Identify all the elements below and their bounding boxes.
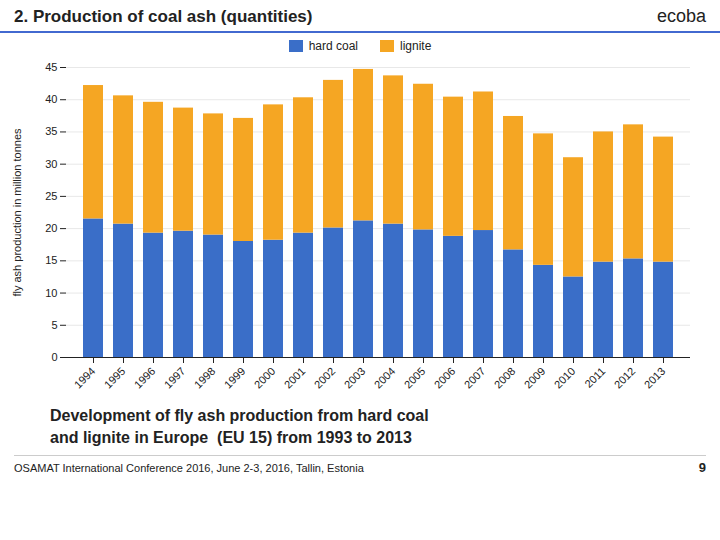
html-text:hard coal: hard coal bbox=[308, 39, 358, 53]
html-text:Development of fly ash product: Development of fly ash production from h… bbox=[50, 407, 429, 424]
html-text:and lignite in Europe (EU 15): and lignite in Europe (EU 15) from 1993 … bbox=[50, 429, 412, 446]
svg-text:45: 45 bbox=[45, 61, 57, 73]
html-text:ecoba: ecoba bbox=[657, 6, 706, 26]
svg-text:5: 5 bbox=[51, 319, 57, 331]
svg-text:1994: 1994 bbox=[72, 365, 98, 391]
html-text:lignite: lignite bbox=[400, 39, 432, 53]
svg-text:2003: 2003 bbox=[342, 365, 368, 391]
svg-text:1998: 1998 bbox=[192, 365, 218, 391]
svg-text:1999: 1999 bbox=[222, 365, 248, 391]
svg-text:2005: 2005 bbox=[402, 365, 428, 391]
html-text:OSAMAT International Conferenc: OSAMAT International Conference 2016, Ju… bbox=[14, 461, 364, 474]
svg-text:10: 10 bbox=[45, 287, 57, 299]
svg-text:20: 20 bbox=[45, 222, 57, 234]
svg-text:2000: 2000 bbox=[252, 365, 278, 391]
svg-text:30: 30 bbox=[45, 158, 57, 170]
svg-text:2007: 2007 bbox=[462, 365, 488, 391]
svg-text:2004: 2004 bbox=[372, 365, 398, 391]
svg-text:2012: 2012 bbox=[612, 365, 638, 391]
html-text:9: 9 bbox=[698, 460, 706, 475]
svg-text:2009: 2009 bbox=[522, 365, 548, 391]
svg-text:2006: 2006 bbox=[432, 365, 458, 391]
svg-text:2013: 2013 bbox=[642, 365, 668, 391]
svg-text:2010: 2010 bbox=[552, 365, 578, 391]
svg-text:1997: 1997 bbox=[162, 365, 188, 391]
svg-text:1995: 1995 bbox=[102, 365, 128, 391]
svg-text:15: 15 bbox=[45, 254, 57, 266]
svg-text:35: 35 bbox=[45, 125, 57, 137]
svg-text:2011: 2011 bbox=[582, 365, 607, 390]
svg-text:0: 0 bbox=[51, 351, 57, 363]
svg-text:25: 25 bbox=[45, 190, 57, 202]
svg-text:fly ash production in million: fly ash production in million tonnes bbox=[11, 128, 23, 297]
svg-text:2001: 2001 bbox=[282, 365, 308, 391]
html-text:2. Production of coal ash (qua: 2. Production of coal ash (quantities) bbox=[14, 6, 313, 26]
svg-text:1996: 1996 bbox=[132, 365, 158, 391]
svg-text:2008: 2008 bbox=[492, 365, 518, 391]
svg-text:40: 40 bbox=[45, 93, 57, 105]
svg-text:2002: 2002 bbox=[312, 365, 338, 391]
